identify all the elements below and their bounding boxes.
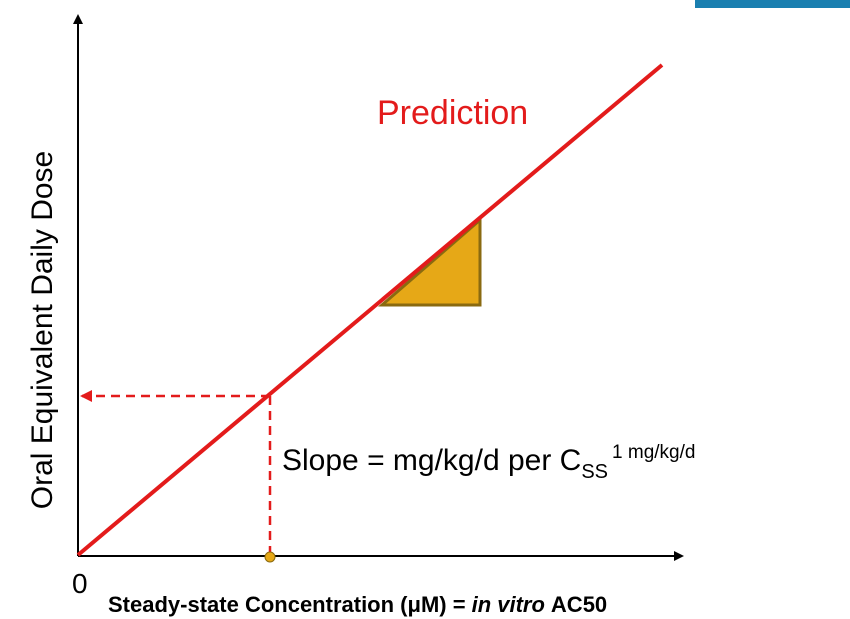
origin-label: 0: [72, 568, 88, 599]
concentration-point: [265, 552, 275, 562]
slide: Prediction Slope = mg/kg/d per CSS1 mg/k…: [0, 0, 850, 619]
x-label-part: AC50: [551, 592, 607, 617]
background: [0, 0, 850, 619]
slope-subscript: SS: [581, 461, 608, 483]
slope-superscript: 1 mg/kg/d: [612, 442, 695, 463]
curve-label: Prediction: [377, 94, 528, 132]
x-axis-label: Steady-state Concentration (μM) =in vitr…: [108, 592, 607, 617]
slope-main: Slope = mg/kg/d per C: [282, 444, 581, 477]
speaker-thumbnail: [695, 0, 850, 8]
x-label-part: Steady-state Concentration (μM) =: [108, 592, 466, 617]
x-label-italic: in vitro: [472, 592, 545, 617]
y-axis-label: Oral Equivalent Daily Dose: [26, 151, 59, 510]
